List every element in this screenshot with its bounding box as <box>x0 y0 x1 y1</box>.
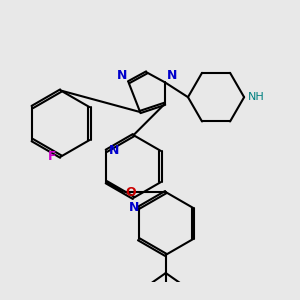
Text: N: N <box>167 69 177 82</box>
Text: O: O <box>125 186 136 199</box>
Text: F: F <box>48 150 57 163</box>
Text: N: N <box>116 69 127 82</box>
Text: NH: NH <box>248 92 264 102</box>
Text: N: N <box>129 200 140 214</box>
Text: N: N <box>109 144 119 157</box>
